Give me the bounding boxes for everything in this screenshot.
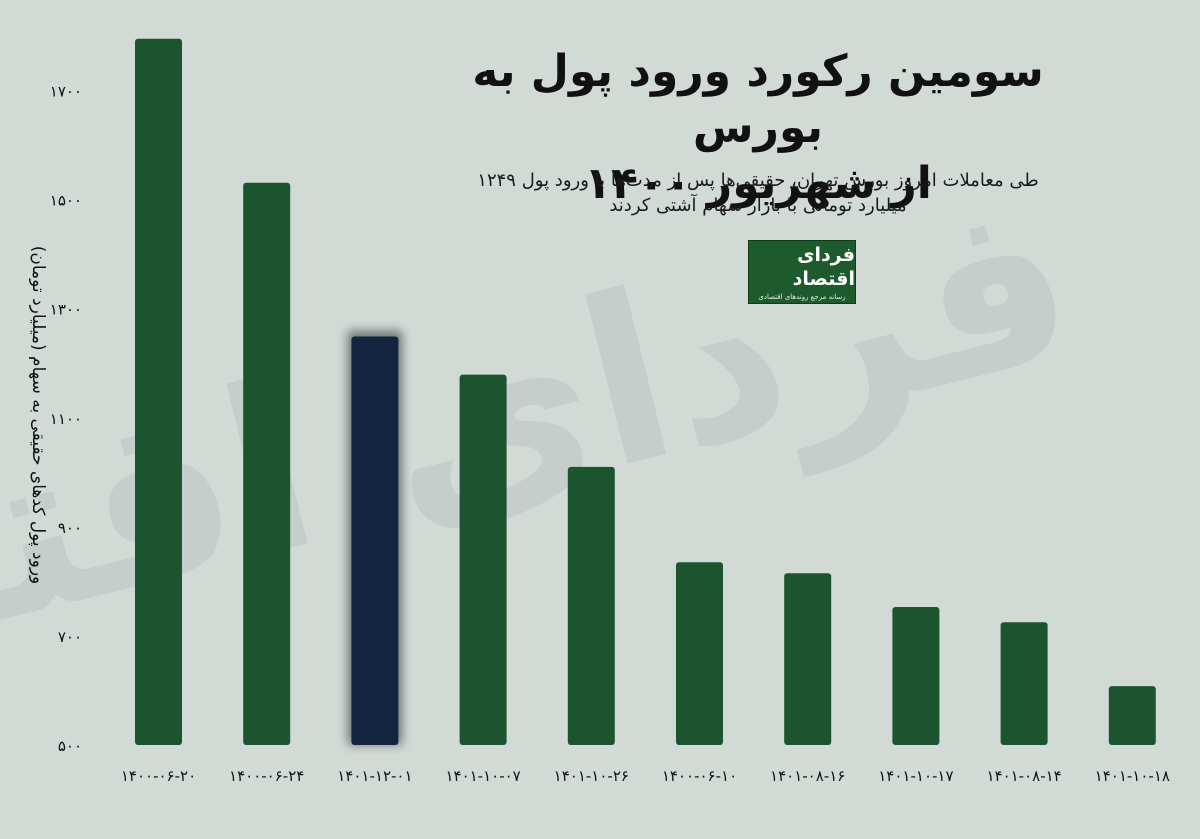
y-tick-label: ۱۵۰۰	[50, 192, 82, 210]
subtitle-line-1: طی معاملات امروز بورس تهران، حقیقی‌ها پس…	[477, 170, 1039, 191]
y-tick-label: ۱۱۰۰	[50, 410, 82, 428]
logo-tagline: رسانه مرجع روندهای اقتصادی	[758, 293, 846, 301]
bar	[1000, 622, 1048, 745]
y-axis-label: ورود پول کدهای حقیقی به سهام (میلیارد تو…	[28, 245, 48, 585]
bar	[459, 374, 507, 745]
logo-name: فردای اقتصاد	[792, 244, 855, 290]
y-tick-label: ۹۰۰	[58, 519, 82, 537]
title-line-1: سومین رکورد ورود پول به بورس	[472, 46, 1044, 153]
y-tick-label: ۷۰۰	[58, 628, 82, 646]
x-tick-label: ۱۴۰۱-۰۸-۱۴	[986, 767, 1061, 785]
x-tick-label: ۱۴۰۰-۰۶-۱۰	[662, 767, 737, 785]
y-axis-ticks: ۵۰۰ ۷۰۰ ۹۰۰ ۱۱۰۰ ۱۳۰۰ ۱۵۰۰ ۱۷۰۰	[50, 83, 82, 755]
y-tick-label: ۱۳۰۰	[50, 301, 82, 319]
bar	[1108, 686, 1156, 745]
x-tick-label: ۱۴۰۱-۱۰-۰۷	[445, 767, 520, 785]
bar	[243, 182, 291, 745]
x-axis-ticks: ۱۴۰۰-۰۶-۲۰ ۱۴۰۰-۰۶-۲۴ ۱۴۰۱-۱۲-۰۱ ۱۴۰۱-۱۰-۰۷…	[121, 767, 1170, 785]
bar	[892, 607, 940, 745]
x-tick-label: ۱۴۰۱-۱۰-۱۷	[878, 767, 953, 785]
bar	[676, 562, 723, 745]
bar	[784, 573, 832, 745]
y-tick-label: ۵۰۰	[58, 737, 82, 755]
bar	[567, 466, 615, 745]
brand-logo: فردای اقتصاد رسانه مرجع روندهای اقتصادی	[748, 240, 856, 304]
x-tick-label: ۱۴۰۰-۰۶-۲۰	[121, 767, 196, 785]
x-tick-label: ۱۴۰۱-۰۸-۱۶	[770, 767, 845, 785]
title-line-2: از شهریور ۱۴۰۰	[584, 158, 932, 209]
x-tick-label: ۱۴۰۱-۱۰-۲۶	[554, 767, 629, 785]
chart-subtitle: طی معاملات امروز بورس تهران، حقیقی‌ها پس…	[378, 168, 1138, 218]
x-tick-label: ۱۴۰۱-۱۲-۰۱	[337, 767, 412, 785]
y-tick-label: ۱۷۰۰	[50, 83, 82, 101]
x-tick-label: ۱۴۰۱-۱۰-۱۸	[1095, 767, 1170, 785]
bar	[351, 336, 399, 745]
x-tick-label: ۱۴۰۰-۰۶-۲۴	[229, 767, 304, 785]
chart-title: سومین رکورد ورود پول به بورس از شهریور ۱…	[408, 44, 1108, 212]
bars	[135, 38, 1156, 745]
bar	[135, 38, 182, 745]
subtitle-line-2: میلیارد تومانی با بازار سهام آشتی کردند	[609, 195, 907, 216]
